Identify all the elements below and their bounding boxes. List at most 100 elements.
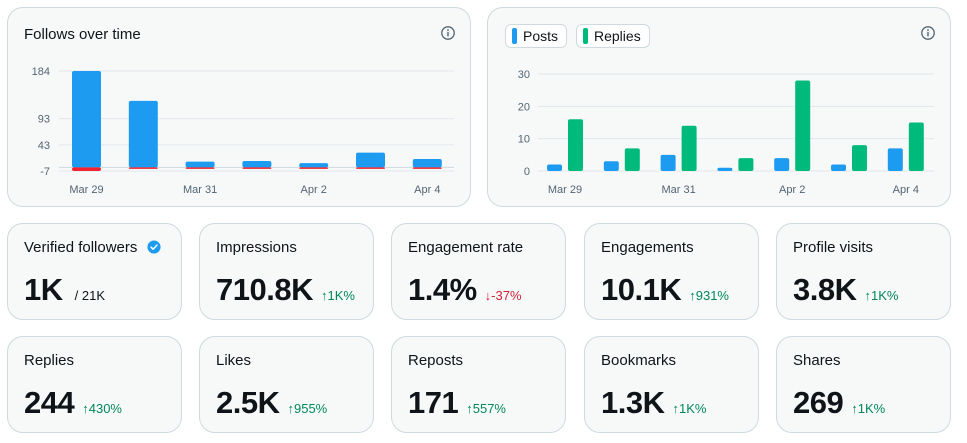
metric-value-row: 1K / 21K <box>24 272 105 308</box>
metric-delta: ↑1K% <box>864 288 899 303</box>
follows-chart-card: Follows over time 184 93 43 -7 Mar 29 Mar 31 A… <box>7 7 471 207</box>
metric-card-engagement-rate[interactable]: Engagement rate 1.4% ↓-37% <box>391 223 566 320</box>
posts-bar <box>887 148 903 171</box>
y-tick-label: 30 <box>518 69 530 81</box>
follows-lost-bar <box>412 167 442 169</box>
follows-gained-bar <box>185 161 215 168</box>
metric-label: Profile visits <box>793 239 873 256</box>
posts-replies-chart-plot: 30 20 10 0 Mar 29 Mar 31 Apr 2 Apr 4 <box>518 69 934 196</box>
replies-bar <box>852 145 867 171</box>
metric-card-impressions[interactable]: Impressions 710.8K ↑1K% <box>199 223 374 320</box>
legend-posts[interactable]: Posts <box>505 24 568 48</box>
follows-lost-bar <box>128 167 158 169</box>
y-tick-label: -7 <box>40 166 50 178</box>
metric-card-likes[interactable]: Likes 2.5K ↑955% <box>199 336 374 433</box>
posts-bar <box>547 164 562 171</box>
metric-label-text: Verified followers <box>24 239 138 256</box>
replies-bar <box>568 119 583 171</box>
metric-card-replies[interactable]: Replies 244 ↑430% <box>7 336 182 433</box>
legend-posts-swatch <box>512 28 517 44</box>
metric-card-bookmarks[interactable]: Bookmarks 1.3K ↑1K% <box>584 336 759 433</box>
y-tick-label: 43 <box>38 140 50 152</box>
metric-delta: ↑1K% <box>320 288 355 303</box>
y-tick-label: 0 <box>524 166 530 178</box>
follows-gained-bar <box>356 152 385 168</box>
metric-value: 1.4% <box>408 272 477 307</box>
replies-bar <box>795 80 811 171</box>
metric-label: Reposts <box>408 352 463 369</box>
legend-replies[interactable]: Replies <box>576 24 650 48</box>
metric-label-text: Engagements <box>601 239 694 256</box>
y-tick-label: 184 <box>32 66 50 78</box>
metric-card-shares[interactable]: Shares 269 ↑1K% <box>776 336 951 433</box>
follows-lost-bar <box>72 167 101 171</box>
follows-gained-bar <box>412 158 442 168</box>
metric-label-text: Impressions <box>216 239 297 256</box>
metric-value-row: 244 ↑430% <box>24 385 122 421</box>
legend-replies-swatch <box>583 28 588 44</box>
metric-value: 171 <box>408 385 459 420</box>
posts-replies-chart-card: Posts Replies 30 20 10 0 Mar 29 Mar 31 Apr 2 Ap… <box>487 7 951 207</box>
metric-card-verified-followers[interactable]: Verified followers 1K / 21K <box>7 223 182 320</box>
metric-label-text: Likes <box>216 352 252 369</box>
info-icon[interactable] <box>920 25 936 41</box>
x-tick-label: Mar 31 <box>661 184 695 196</box>
metric-value: 710.8K <box>216 272 313 307</box>
metric-label-text: Reposts <box>408 352 464 369</box>
y-tick-label: 93 <box>38 114 50 126</box>
metric-label-text: Shares <box>793 352 841 369</box>
metric-label: Replies <box>24 352 74 369</box>
metric-value: 2.5K <box>216 385 280 420</box>
legend-replies-label: Replies <box>594 28 641 44</box>
follows-gained-bar <box>242 161 272 168</box>
metric-value-row: 3.8K ↑1K% <box>793 272 898 308</box>
follows-gained-bar <box>128 100 158 168</box>
follows-gained-bar <box>72 71 101 168</box>
metric-value: 3.8K <box>793 272 857 307</box>
x-tick-label: Mar 31 <box>183 184 217 196</box>
follows-gained-bar <box>299 163 329 168</box>
metric-card-profile-visits[interactable]: Profile visits 3.8K ↑1K% <box>776 223 951 320</box>
posts-bar <box>660 154 676 171</box>
metric-label-text: Profile visits <box>793 239 874 256</box>
follows-lost-bar <box>185 167 215 169</box>
info-icon[interactable] <box>440 25 456 41</box>
metric-delta: ↑955% <box>287 401 328 416</box>
x-tick-label: Apr 4 <box>414 184 440 196</box>
x-tick-label: Apr 2 <box>301 184 327 196</box>
metric-label-text: Engagement rate <box>408 239 524 256</box>
follows-lost-bar <box>299 167 329 169</box>
metric-label: Engagement rate <box>408 239 523 256</box>
metric-value: 244 <box>24 385 75 420</box>
metric-value-row: 1.3K ↑1K% <box>601 385 706 421</box>
replies-bar <box>738 158 754 171</box>
metric-value-row: 10.1K ↑931% <box>601 272 729 308</box>
metric-label-text: Bookmarks <box>601 352 677 369</box>
metric-delta: ↑430% <box>82 401 122 416</box>
replies-bar <box>908 122 924 171</box>
metric-label: Likes <box>216 352 251 369</box>
replies-bar <box>681 125 697 171</box>
x-tick-label: Mar 29 <box>548 184 582 196</box>
metric-card-reposts[interactable]: Reposts 171 ↑557% <box>391 336 566 433</box>
posts-bar <box>603 161 619 171</box>
metric-delta: ↑557% <box>466 401 506 416</box>
posts-bar <box>831 164 846 171</box>
x-tick-label: Apr 2 <box>779 184 805 196</box>
x-tick-label: Mar 29 <box>69 184 103 196</box>
metric-card-engagements[interactable]: Engagements 10.1K ↑931% <box>584 223 759 320</box>
metric-label: Verified followers <box>24 239 161 256</box>
metric-delta: ↑1K% <box>851 401 886 416</box>
follows-chart-plot: 184 93 43 -7 Mar 29 Mar 31 Apr 2 Apr 4 <box>32 66 454 196</box>
follows-lost-bar <box>242 167 272 169</box>
replies-bar <box>624 148 640 171</box>
y-tick-label: 10 <box>518 134 530 146</box>
metric-delta: ↓-37% <box>484 288 522 303</box>
follows-chart-title: Follows over time <box>24 26 141 43</box>
posts-bar <box>774 158 790 171</box>
posts-bar <box>717 167 733 171</box>
metric-value: 1.3K <box>601 385 665 420</box>
metric-label: Engagements <box>601 239 694 256</box>
metric-label: Bookmarks <box>601 352 676 369</box>
metric-value-row: 2.5K ↑955% <box>216 385 327 421</box>
